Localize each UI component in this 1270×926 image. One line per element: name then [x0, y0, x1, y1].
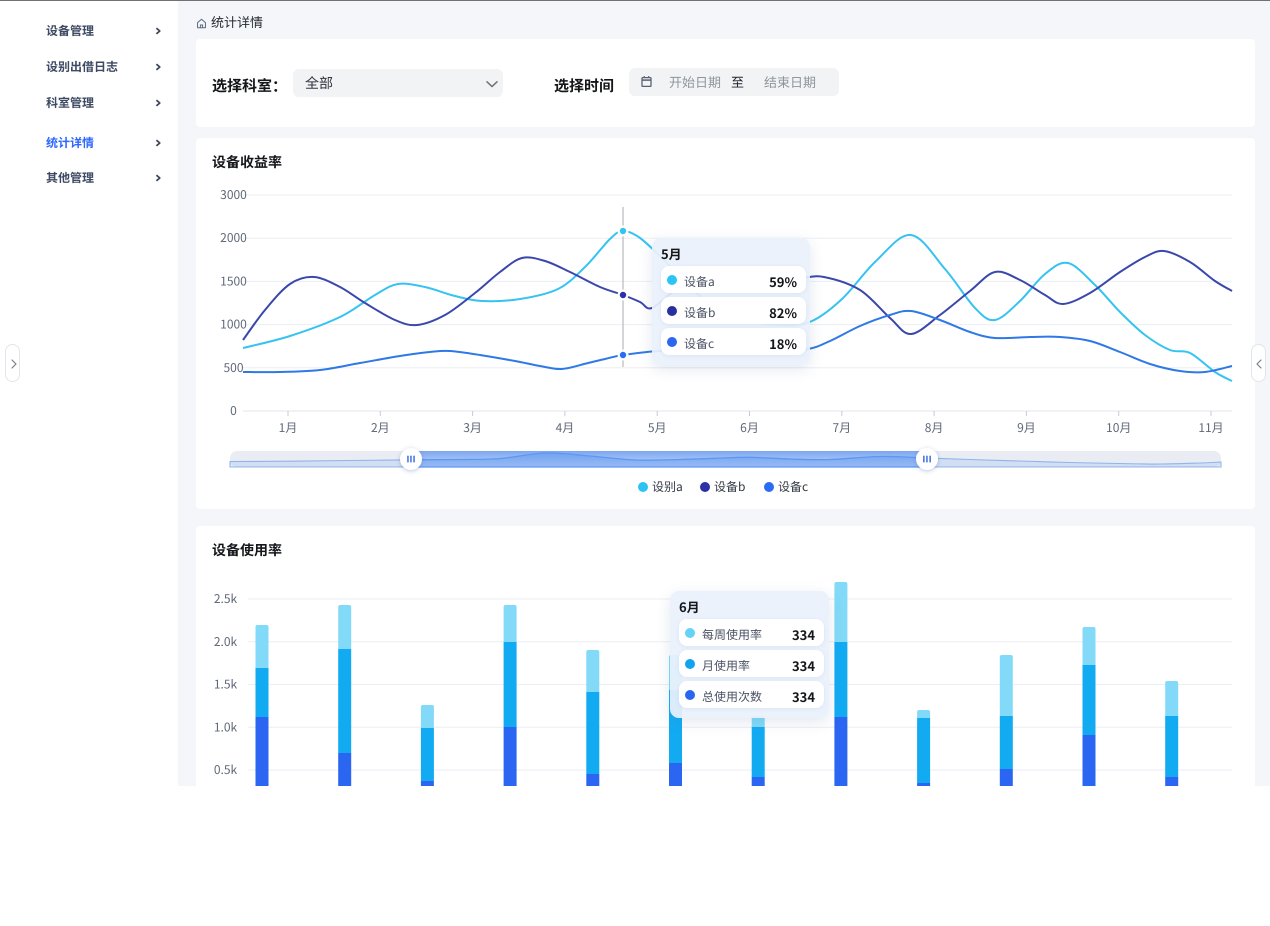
svg-text:6月: 6月 — [740, 419, 759, 436]
svg-text:2.5k: 2.5k — [214, 590, 238, 607]
svg-text:9月: 9月 — [1017, 419, 1036, 436]
svg-text:10月: 10月 — [1106, 419, 1131, 436]
svg-text:2000: 2000 — [220, 229, 247, 246]
svg-text:3000: 3000 — [220, 186, 247, 203]
svg-text:5月: 5月 — [648, 419, 667, 436]
svg-text:1000: 1000 — [220, 316, 247, 333]
svg-text:4月: 4月 — [556, 419, 575, 436]
svg-text:500: 500 — [224, 359, 244, 376]
svg-text:7月: 7月 — [832, 419, 851, 436]
svg-text:1月: 1月 — [279, 419, 298, 436]
svg-text:设别a: 设别a — [652, 478, 683, 495]
svg-text:0.5k: 0.5k — [214, 761, 238, 778]
svg-text:1.5k: 1.5k — [214, 676, 238, 693]
svg-text:1.0k: 1.0k — [214, 718, 238, 735]
svg-text:0: 0 — [230, 402, 237, 419]
svg-text:2月: 2月 — [371, 419, 390, 436]
svg-text:1500: 1500 — [220, 272, 247, 289]
svg-text:2.0k: 2.0k — [214, 633, 238, 650]
svg-text:设备b: 设备b — [714, 478, 745, 495]
svg-text:8月: 8月 — [925, 419, 944, 436]
svg-text:3月: 3月 — [463, 419, 482, 436]
svg-text:设备c: 设备c — [778, 478, 808, 495]
svg-text:11月: 11月 — [1198, 419, 1223, 436]
